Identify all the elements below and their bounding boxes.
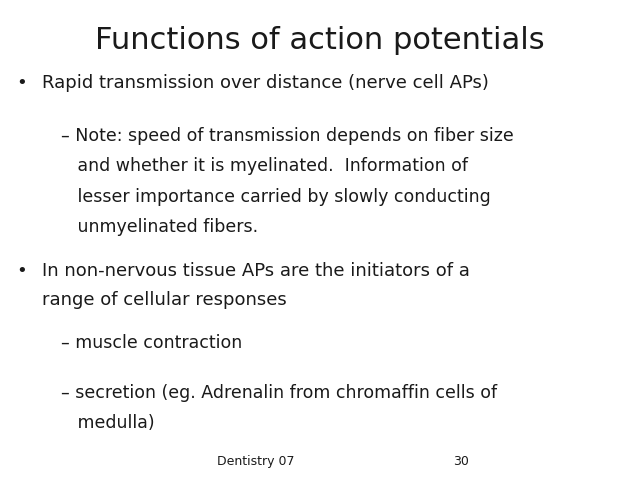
Text: •: • [16, 74, 27, 93]
Text: lesser importance carried by slowly conducting: lesser importance carried by slowly cond… [61, 188, 490, 205]
Text: – Note: speed of transmission depends on fiber size: – Note: speed of transmission depends on… [61, 127, 513, 145]
Text: and whether it is myelinated.  Information of: and whether it is myelinated. Informatio… [61, 157, 468, 176]
Text: – secretion (eg. Adrenalin from chromaffin cells of: – secretion (eg. Adrenalin from chromaff… [61, 384, 497, 402]
Text: Rapid transmission over distance (nerve cell APs): Rapid transmission over distance (nerve … [42, 74, 488, 93]
Text: In non-nervous tissue APs are the initiators of a: In non-nervous tissue APs are the initia… [42, 262, 470, 279]
Text: range of cellular responses: range of cellular responses [42, 291, 286, 309]
Text: medulla): medulla) [61, 414, 154, 432]
Text: unmyelinated fibers.: unmyelinated fibers. [61, 218, 258, 236]
Text: •: • [16, 262, 27, 279]
Text: – muscle contraction: – muscle contraction [61, 334, 242, 351]
Text: Functions of action potentials: Functions of action potentials [95, 26, 545, 55]
Text: 30: 30 [453, 455, 468, 468]
Text: Dentistry 07: Dentistry 07 [217, 455, 295, 468]
